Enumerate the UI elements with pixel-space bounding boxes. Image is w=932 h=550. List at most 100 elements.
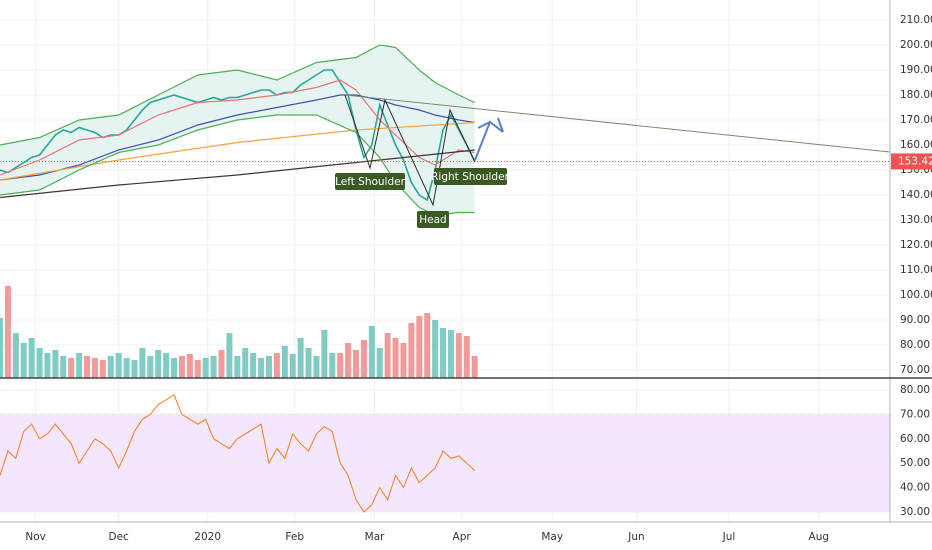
volume-bar (432, 320, 439, 378)
volume-bar (447, 330, 454, 378)
volume-bar (163, 353, 170, 378)
volume-bar (186, 354, 193, 378)
volume-bar (416, 316, 423, 378)
volume-bar (440, 328, 447, 378)
band-fill (0, 45, 475, 215)
arrow-head (477, 121, 491, 129)
volume-bar (91, 358, 98, 378)
trend-line (344, 94, 891, 153)
volume-bar (12, 333, 19, 378)
annotation-text: Right Shoulder (431, 171, 509, 183)
annotation-text: Left Shoulder (335, 176, 406, 188)
volume-bar (408, 323, 415, 378)
volume-bar (218, 350, 225, 378)
volume-bar (171, 358, 178, 378)
arrow-head (497, 117, 504, 133)
volume-bar (178, 356, 185, 378)
pattern-line (344, 94, 476, 207)
volume-bar (194, 360, 201, 378)
x-tick-label: Aug (809, 531, 830, 543)
plot (0, 44, 890, 513)
y-tick-label: 160.00 (900, 139, 932, 151)
y-tick-label: 70.00 (900, 364, 930, 376)
volume-bar (265, 356, 272, 378)
volume-bar (321, 330, 328, 378)
x-tick-label: 2020 (194, 531, 221, 543)
volume-bar (139, 348, 146, 378)
volume-bar (360, 340, 367, 378)
y-tick-label: 70.00 (900, 408, 930, 420)
grid (0, 0, 890, 522)
volume-bar (250, 353, 257, 378)
volume-bar (392, 338, 399, 378)
volume-bar (384, 333, 391, 378)
volume-bar (329, 353, 336, 378)
volume-bar (455, 333, 462, 378)
annotation-box (434, 168, 507, 185)
volume-bar (52, 350, 59, 378)
volume-bar (463, 336, 470, 378)
annotation-box (335, 173, 405, 190)
indicator-line (0, 44, 475, 146)
y-tick-label: 80.00 (900, 339, 930, 351)
volume-bar (68, 358, 75, 378)
volume-bar (60, 356, 67, 378)
volume-bar (155, 350, 162, 378)
volume-bar (471, 356, 478, 378)
indicator-line (0, 121, 475, 181)
last-price-badge (891, 153, 932, 170)
y-tick-label: 110.00 (900, 264, 932, 276)
indicator-line (0, 149, 475, 199)
indicator-line (0, 79, 475, 176)
x-tick-label: Dec (109, 531, 130, 543)
volume-bar (242, 348, 249, 378)
volume-bar (368, 326, 375, 378)
volume-bar (337, 353, 344, 378)
volume-bar (273, 353, 280, 378)
volume-bar (131, 360, 138, 378)
volume-bar (99, 360, 106, 378)
x-tick-label: Jun (627, 531, 644, 543)
indicator-line (0, 94, 475, 181)
x-tick-label: Jul (722, 531, 736, 543)
y-tick-label: 180.00 (900, 89, 932, 101)
y-tick-label: 140.00 (900, 189, 932, 201)
x-tick-label: Apr (453, 531, 472, 543)
y-tick-label: 90.00 (900, 314, 930, 326)
y-tick-label: 210.00 (900, 14, 932, 26)
annotation-text: Head (419, 214, 446, 226)
volume-bar (226, 333, 233, 378)
volume-bar (123, 358, 130, 378)
volume-bar (84, 356, 91, 378)
volume-bar (36, 348, 43, 378)
y-tick-label: 80.00 (900, 384, 930, 396)
volume-bar (353, 350, 359, 378)
volume-bar (202, 358, 209, 378)
volume-bar (281, 346, 288, 378)
volume-bar (345, 343, 352, 378)
y-tick-label: 200.00 (900, 39, 932, 51)
volume-bar (376, 348, 383, 378)
y-tick-label: 170.00 (900, 114, 932, 126)
x-tick-label: Nov (25, 531, 46, 543)
volume-bar (424, 313, 431, 378)
volume-bar (234, 356, 241, 378)
annotation-box (417, 211, 449, 228)
volume-bar (4, 286, 11, 378)
rsi-line (0, 394, 476, 513)
y-tick-label: 190.00 (900, 64, 932, 76)
annotation: Left Shoulder Head Right Shoulder (335, 168, 510, 228)
x-tick-label: May (541, 531, 563, 543)
volume-bar (115, 353, 122, 378)
volume-bar (210, 356, 217, 378)
pattern-drawing (344, 94, 891, 207)
volume-bar (289, 354, 296, 378)
volume-bar (313, 356, 320, 378)
volume-bar (258, 358, 265, 378)
volume-bar (20, 343, 27, 378)
volume-bar (107, 356, 114, 378)
y-tick-label: 100.00 (900, 289, 932, 301)
price-line (0, 69, 476, 202)
